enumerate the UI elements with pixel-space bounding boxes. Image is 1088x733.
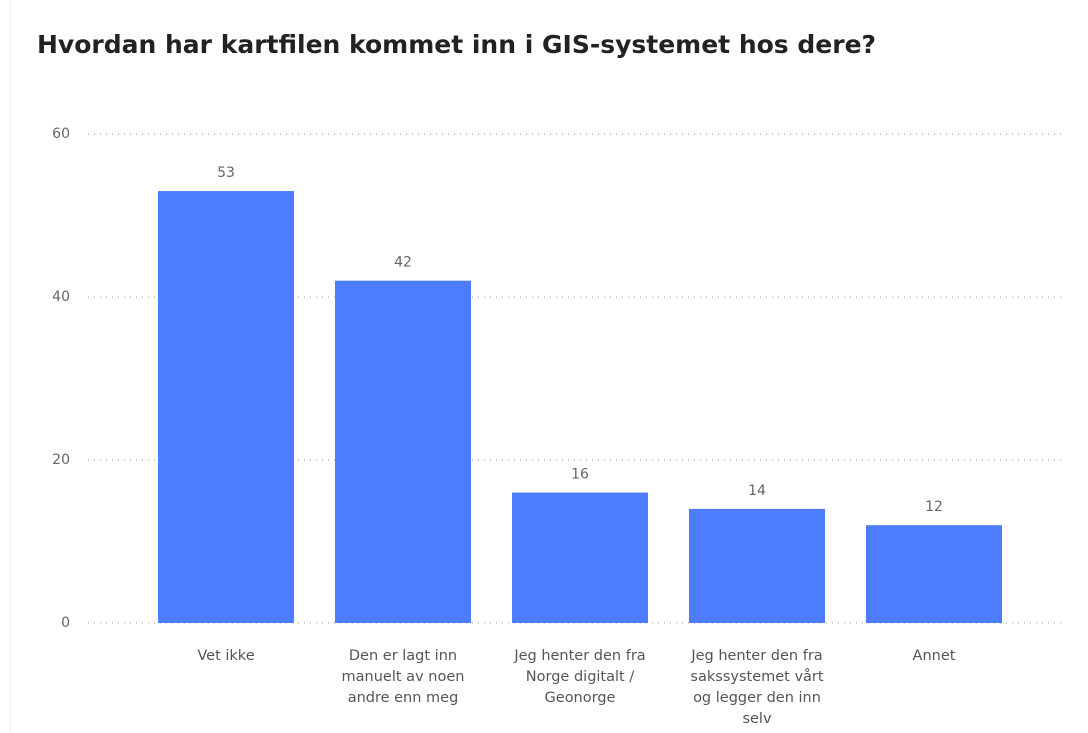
bar: [866, 525, 1002, 623]
bar: [689, 508, 825, 623]
y-tick-label: 40: [52, 289, 70, 305]
x-tick-label: Annet: [912, 648, 956, 664]
value-label: 16: [571, 467, 589, 483]
x-tick-label: Vet ikke: [197, 648, 255, 664]
y-tick-label: 0: [61, 615, 70, 631]
bar: [335, 280, 471, 623]
value-label: 53: [217, 165, 235, 181]
x-tick-label: Den er lagt inn manuelt av noen andre en…: [341, 648, 465, 706]
x-tick-label: Jeg henter den fra Norge digitalt / Geon…: [514, 648, 646, 706]
value-label: 14: [748, 483, 766, 499]
bar: [158, 191, 294, 624]
value-label: 12: [925, 499, 943, 515]
y-tick-label: 60: [52, 126, 70, 142]
bar: [512, 492, 648, 623]
chart-title: Hvordan har kartfilen kommet inn i GIS-s…: [37, 30, 876, 59]
value-label: 42: [394, 255, 412, 271]
y-tick-label: 20: [52, 452, 70, 468]
x-tick-label: Jeg henter den fra sakssystemet vårt og …: [690, 648, 824, 727]
